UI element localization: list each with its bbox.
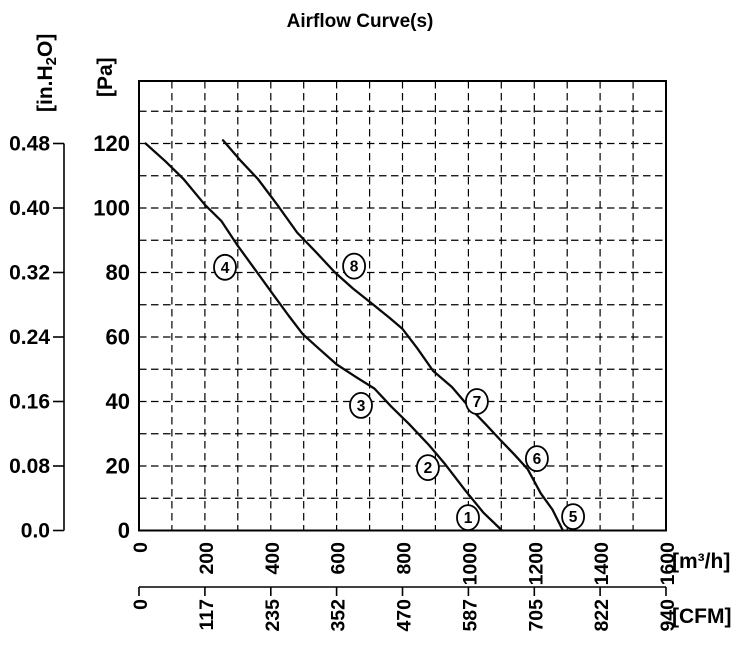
marker-number: 8 xyxy=(350,259,359,276)
x-axis-secondary-tick-label: 587 xyxy=(459,599,481,632)
curve-marker-8: 8 xyxy=(342,252,367,280)
y-axis-tick-label: 80 xyxy=(106,260,130,285)
x-axis-tick-label: 1000 xyxy=(459,542,481,586)
marker-number: 1 xyxy=(464,510,473,527)
chart-generated-layer: 0.00.080.160.240.320.400.480204060801001… xyxy=(9,80,679,632)
marker-circle xyxy=(456,504,480,531)
x-axis-tick-label: 0 xyxy=(130,542,152,553)
y-axis-secondary-unit-label: [in.H2O] xyxy=(34,34,60,112)
y-axis-tick-label: 100 xyxy=(93,196,130,221)
marker-number: 7 xyxy=(473,394,482,411)
marker-circle xyxy=(349,391,373,419)
y-axis-secondary-tick-label: 0.24 xyxy=(9,326,50,349)
y-axis-tick-label: 0 xyxy=(118,518,130,543)
marker-circle xyxy=(213,253,237,281)
marker-number: 2 xyxy=(424,460,433,477)
x-axis-tick-label: 800 xyxy=(394,542,416,575)
y-axis-tick-label: 120 xyxy=(93,131,130,156)
plot-border xyxy=(138,80,667,532)
y-axis-secondary-tick-label: 0.40 xyxy=(9,197,50,220)
y-axis-tick-label: 60 xyxy=(106,325,130,350)
y-axis-secondary-tick-label: 0.08 xyxy=(9,455,50,478)
curve-marker-4: 4 xyxy=(213,253,237,281)
y-axis-secondary-tick-label: 0.16 xyxy=(9,391,50,414)
marker-circle xyxy=(525,445,549,473)
curve-marker-1: 1 xyxy=(456,504,480,531)
marker-number: 6 xyxy=(533,451,542,468)
y-axis-tick-label: 40 xyxy=(106,389,130,414)
x-axis-secondary-tick-label: 235 xyxy=(262,599,284,632)
marker-number: 3 xyxy=(357,398,366,415)
marker-circle xyxy=(415,454,440,482)
x-axis-secondary-tick-label: 705 xyxy=(525,599,547,632)
x-axis-tick-label: 1600 xyxy=(657,542,679,586)
curve-marker-5: 5 xyxy=(561,503,585,530)
y-axis-secondary-tick-label: 0.32 xyxy=(9,262,50,285)
x-axis-unit-label: [m³/h] xyxy=(672,550,730,573)
curve-marker-6: 6 xyxy=(525,445,549,473)
x-axis-tick-label: 1200 xyxy=(525,542,547,586)
marker-circle xyxy=(561,503,585,530)
x-axis-secondary-tick-label: 470 xyxy=(394,599,416,632)
x-axis-secondary-tick-label: 940 xyxy=(657,599,679,632)
airflow-curve-1-4 xyxy=(144,142,504,532)
y-axis-secondary-tick-label: 0.48 xyxy=(9,133,50,156)
y-axis-secondary-tick-label: 0.0 xyxy=(21,520,50,543)
x-axis-tick-label: 200 xyxy=(196,542,218,575)
x-axis-secondary-tick-label: 352 xyxy=(328,599,350,632)
x-axis-secondary-tick-label: 822 xyxy=(591,599,613,632)
y-axis-unit-label: [Pa] xyxy=(94,57,117,97)
marker-number: 5 xyxy=(569,509,578,526)
marker-circle xyxy=(464,388,489,415)
x-axis-secondary-tick-label: 117 xyxy=(196,599,218,630)
chart-title: Airflow Curve(s) xyxy=(287,11,434,32)
curve-marker-2: 2 xyxy=(415,454,440,482)
y-axis-tick-label: 20 xyxy=(106,454,130,479)
curve-marker-3: 3 xyxy=(349,391,373,419)
marker-number: 4 xyxy=(221,260,230,277)
x-axis-secondary-tick-label: 0 xyxy=(130,599,152,610)
x-axis-tick-label: 1400 xyxy=(591,542,613,586)
marker-circle xyxy=(342,252,367,280)
x-axis-tick-label: 400 xyxy=(262,542,284,575)
x-axis-tick-label: 600 xyxy=(328,542,350,575)
curve-marker-7: 7 xyxy=(464,388,489,415)
airflow-curve-5-8 xyxy=(221,139,565,532)
x-axis-secondary-unit-label: [CFM] xyxy=(672,605,731,628)
